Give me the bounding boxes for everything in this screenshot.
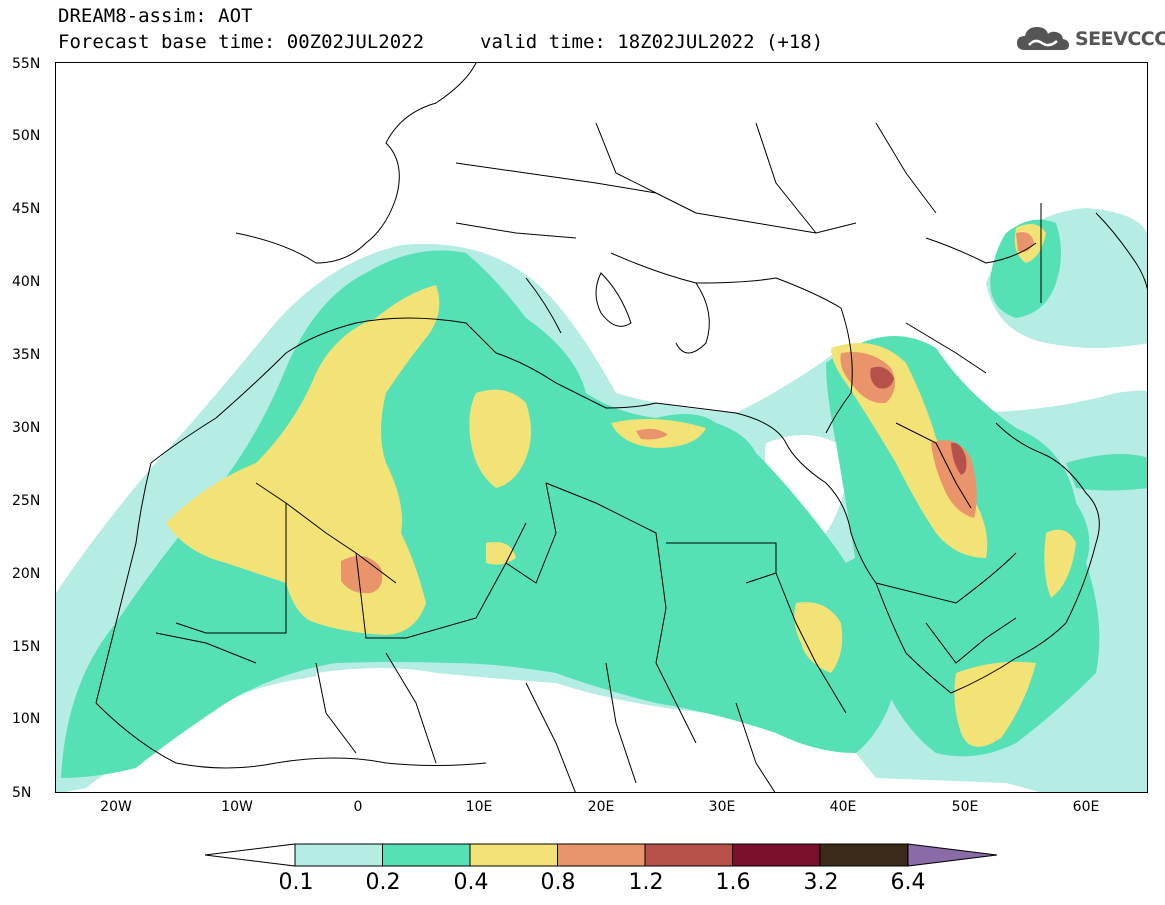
- colorbar-box: [557, 843, 646, 867]
- colorbar-box: [644, 843, 733, 867]
- map-title: DREAM8-assim: AOT: [58, 5, 253, 27]
- colorbar-level-label: 1.6: [715, 870, 751, 895]
- colorbar-level-label: 3.2: [803, 870, 839, 895]
- aot-band-1.2: [870, 366, 967, 475]
- colorbar-level-label: 0.4: [453, 870, 489, 895]
- valid-time: valid time: 18Z02JUL2022 (+18): [480, 31, 824, 53]
- lat-label: 10N: [12, 711, 41, 727]
- lon-label: 20E: [587, 799, 615, 815]
- colorbar-box: [382, 843, 471, 867]
- colorbar-level-label: 0.2: [365, 870, 401, 895]
- colorbar-level-label: 0.8: [540, 870, 576, 895]
- lat-label: 5N: [12, 785, 32, 801]
- lon-label: 40E: [829, 799, 857, 815]
- lat-label: 25N: [12, 493, 41, 509]
- lon-label: 20W: [100, 799, 132, 815]
- colorbar-boxes: [294, 843, 908, 867]
- cloud-icon: [1017, 27, 1069, 50]
- lat-label: 35N: [12, 347, 41, 363]
- lon-label: 0: [353, 799, 363, 815]
- lon-label: 10E: [465, 799, 493, 815]
- colorbar-level-label: 1.2: [628, 870, 664, 895]
- colorbar-box: [819, 843, 908, 867]
- map-canvas: [56, 63, 1147, 792]
- lat-label: 45N: [12, 201, 41, 217]
- lat-label: 40N: [12, 274, 41, 290]
- colorbar-under-triangle: [205, 843, 296, 867]
- lat-label: 20N: [12, 566, 41, 582]
- lon-label: 60E: [1072, 799, 1100, 815]
- colorbar-level-label: 6.4: [890, 870, 926, 895]
- lon-label: 30E: [708, 799, 736, 815]
- coastlines-and-borders: [95, 63, 1147, 792]
- lon-label: 10W: [221, 799, 253, 815]
- lat-label: 15N: [12, 639, 41, 655]
- seevccc-logo: SEEVCCC: [1015, 22, 1165, 56]
- lat-label: 55N: [12, 56, 41, 72]
- colorbar-level-label: 0.1: [278, 870, 314, 895]
- colorbar-box: [469, 843, 558, 867]
- lat-label: 50N: [12, 128, 41, 144]
- colorbar: [205, 843, 998, 867]
- colorbar-box: [294, 843, 383, 867]
- lon-label: 50E: [951, 799, 979, 815]
- aot-map: [55, 62, 1148, 793]
- forecast-base-time: Forecast base time: 00Z02JUL2022: [58, 31, 425, 53]
- lat-label: 30N: [12, 420, 41, 436]
- colorbar-box: [732, 843, 821, 867]
- colorbar-over-triangle: [907, 843, 998, 867]
- logo-text: SEEVCCC: [1075, 28, 1165, 50]
